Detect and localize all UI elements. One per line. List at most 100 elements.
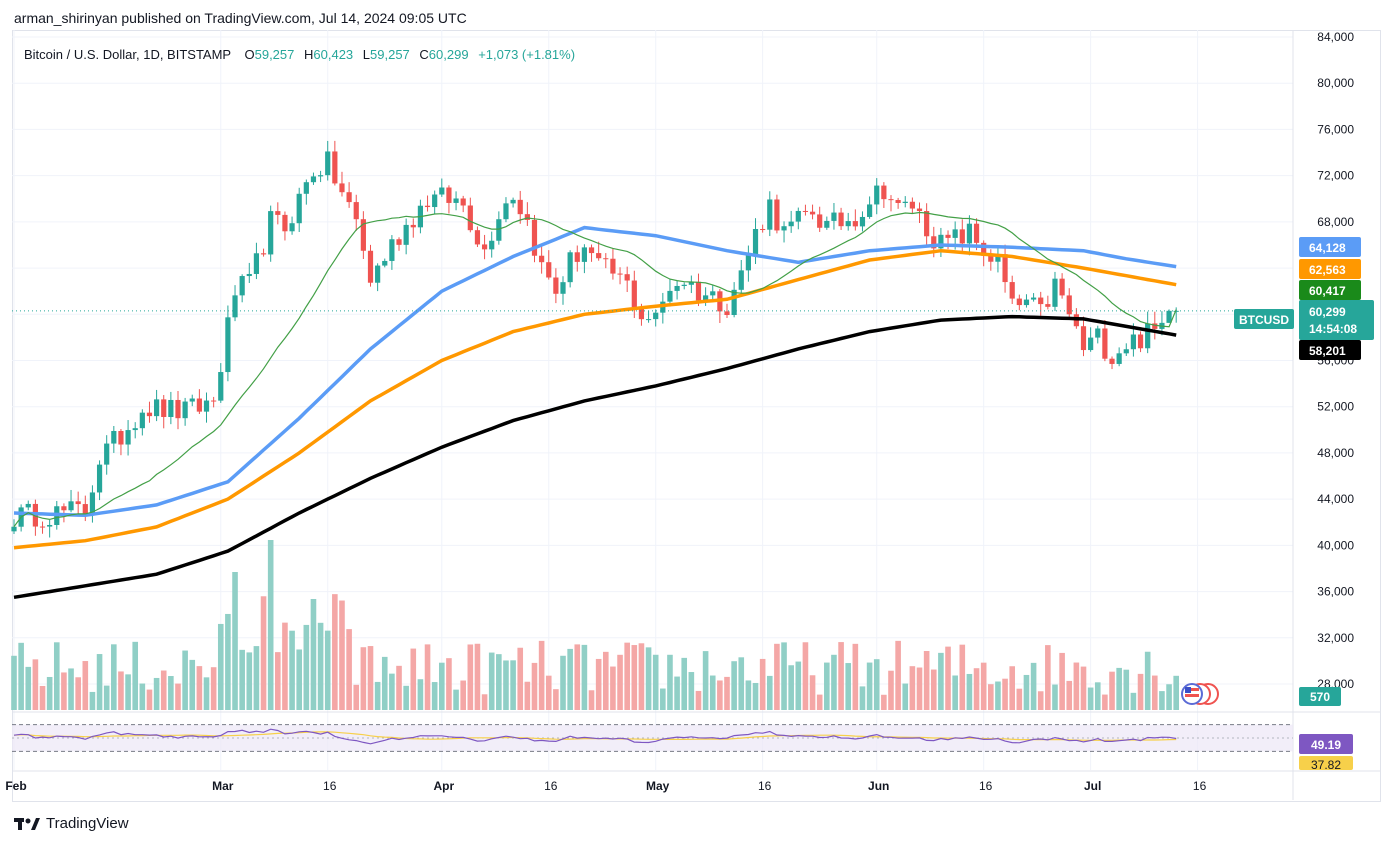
candle-body <box>817 214 823 228</box>
candle <box>809 204 816 220</box>
candle <box>139 409 145 436</box>
volume-bar <box>745 680 752 710</box>
candle <box>1052 271 1058 312</box>
candle-body <box>403 224 409 245</box>
candle-body <box>325 151 331 176</box>
volume-bar <box>503 660 509 710</box>
candle-body <box>432 194 438 208</box>
volume-bar <box>246 652 253 710</box>
volume-bar <box>724 676 730 710</box>
candle-body <box>617 273 623 275</box>
candle-body <box>524 214 530 220</box>
volume-bar <box>353 684 360 710</box>
candle <box>146 401 153 423</box>
volume-bar <box>631 645 638 710</box>
volume-bar <box>217 623 224 710</box>
candle <box>596 241 602 261</box>
candle <box>1009 275 1015 305</box>
candle-body <box>510 199 516 204</box>
candle <box>75 491 81 515</box>
candle <box>653 309 659 327</box>
rsi-ma-tag <box>1299 756 1353 770</box>
volume-bar <box>602 651 609 710</box>
candle <box>360 211 366 260</box>
candle-body <box>1045 304 1051 307</box>
candle <box>710 285 716 302</box>
volume-bar <box>966 673 973 710</box>
volume-bar <box>731 661 737 710</box>
candle-body <box>988 255 994 262</box>
volume-bar <box>1066 680 1073 710</box>
candle <box>681 282 687 290</box>
price-tag-sma20 <box>1299 280 1361 300</box>
candle <box>489 231 495 258</box>
volume-bar <box>332 594 338 710</box>
candle <box>325 140 331 181</box>
volume-bar <box>1116 667 1122 710</box>
legend-close: 60,299 <box>429 47 469 62</box>
time-tick-label: 16 <box>979 779 993 793</box>
volume-bar <box>68 668 74 710</box>
volume-bar <box>816 694 823 710</box>
tradingview-brand[interactable]: TradingView <box>14 815 129 832</box>
volume-bar <box>859 686 866 710</box>
candle-body <box>688 281 694 285</box>
candle <box>603 253 609 269</box>
candle-body <box>888 199 894 201</box>
candle <box>268 205 274 262</box>
volume-bar <box>988 684 994 710</box>
candle-body <box>460 198 466 206</box>
volume-bar <box>125 674 131 710</box>
volume-bar <box>1073 662 1080 710</box>
candle <box>924 203 930 247</box>
candle <box>47 519 53 538</box>
candle <box>474 226 481 248</box>
volume-bar <box>381 656 388 710</box>
candle-body <box>881 185 887 200</box>
volume-bar <box>168 676 174 710</box>
price-tick-label: 84,000 <box>1317 30 1354 44</box>
volume-bar <box>1130 692 1137 710</box>
candle <box>966 215 973 256</box>
volume-bar <box>1009 666 1015 710</box>
candle-body <box>795 210 801 222</box>
candle-body <box>1009 282 1015 299</box>
candle-body <box>303 182 309 194</box>
candle-body <box>760 229 766 231</box>
candle <box>667 279 673 307</box>
volume-bar <box>1109 671 1115 710</box>
us-flag-event-icon[interactable] <box>1181 683 1219 705</box>
volume-bar <box>146 689 153 710</box>
volume-bar <box>1030 662 1037 710</box>
volume-bar <box>1166 684 1172 710</box>
volume-bar <box>667 654 673 710</box>
volume-bar <box>524 681 531 710</box>
candle-body <box>1080 326 1087 351</box>
candle-body <box>852 221 858 227</box>
candle-body <box>453 198 459 203</box>
time-tick-label: Feb <box>5 779 26 793</box>
volume-bar <box>232 572 238 710</box>
candle-body <box>161 399 167 417</box>
candle-body <box>253 253 260 274</box>
candlesticks <box>11 140 1179 538</box>
candle-body <box>738 270 744 290</box>
candle-body <box>1116 353 1122 364</box>
candle <box>1145 311 1151 354</box>
candle <box>802 204 809 216</box>
candle <box>225 305 231 382</box>
volume-bar <box>517 647 524 710</box>
candle <box>339 171 345 197</box>
candle <box>218 363 224 403</box>
candle-body <box>845 221 851 227</box>
candle <box>260 248 267 257</box>
candle <box>282 211 288 241</box>
volume-bar <box>431 682 438 710</box>
candle <box>581 244 587 274</box>
candle <box>817 206 823 232</box>
candle <box>211 396 217 408</box>
candle-body <box>667 290 673 302</box>
candle <box>460 195 466 213</box>
volume-bar <box>774 643 780 710</box>
